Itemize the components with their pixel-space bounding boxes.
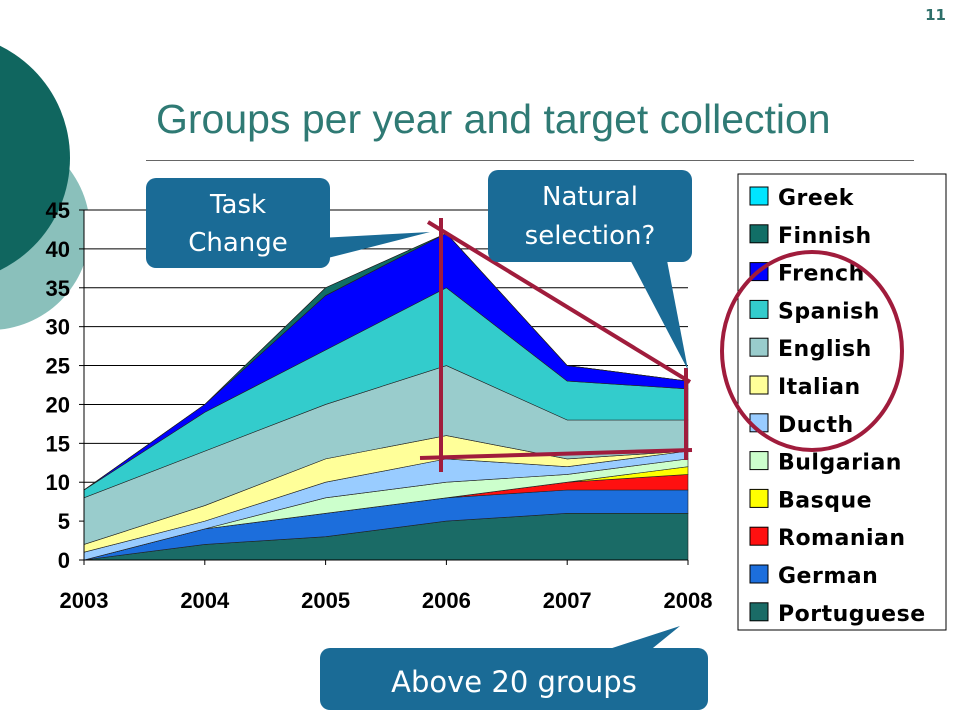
decline-line: [426, 220, 692, 384]
legend-swatch-portuguese: [749, 602, 769, 622]
y-tick-label: 40: [46, 237, 70, 262]
x-tick-label: 2005: [301, 588, 350, 613]
legend-label-spanish: Spanish: [778, 299, 880, 324]
callout-box: [320, 648, 708, 710]
y-tick-label: 10: [46, 470, 70, 495]
y-tick-label: 25: [46, 354, 70, 379]
legend-highlight-circle: [720, 250, 904, 452]
y-tick-label: 30: [46, 315, 70, 340]
legend-label-finnish: Finnish: [778, 224, 872, 249]
y-tick-label: 20: [46, 392, 70, 417]
series-areas: [83, 232, 689, 561]
callout-text-line1: Natural: [542, 182, 638, 212]
legend-swatch-bulgarian: [749, 451, 769, 471]
theme-circle-dark: [0, 45, 70, 271]
y-tick-label: 45: [46, 198, 70, 223]
legend-label-italian: Italian: [778, 375, 861, 400]
callout-pointer: [320, 232, 430, 260]
x-tick-label: 2004: [180, 588, 230, 613]
callout-task-change: Task Change: [146, 178, 430, 268]
y-tick-labels: 0 5 10 15 20 25 30 35 40 45: [46, 198, 84, 573]
callout-box: [488, 170, 692, 262]
callout-text: Above 20 groups: [391, 665, 637, 699]
callout-above-20: Above 20 groups: [320, 626, 708, 710]
x-tick-label: 2008: [664, 588, 713, 613]
y-tick-label: 15: [46, 431, 70, 456]
x-tick-label: 2006: [422, 588, 471, 613]
x-tick-labels: 2003 2004 2005 2006 2007 2008: [60, 560, 713, 613]
page-number: 11: [925, 6, 946, 24]
legend-swatch-greek: [749, 186, 769, 206]
legend: Greek Finnish French Spanish English Italian D…: [737, 173, 947, 631]
legend-swatch-finnish: [749, 224, 769, 244]
callout-text-line1: Task: [209, 190, 266, 220]
y-tick-label: 5: [58, 509, 70, 534]
y-tick-label: 0: [58, 548, 70, 573]
callout-box: [146, 178, 330, 268]
callout-text-line2: Change: [188, 228, 288, 258]
legend-swatch-german: [749, 564, 769, 584]
legend-swatch-spanish: [749, 299, 769, 319]
legend-label-greek: Greek: [778, 186, 855, 211]
legend-label-portuguese: Portuguese: [778, 602, 926, 627]
baseline-line: [419, 448, 693, 460]
legend-label-german: German: [778, 564, 878, 589]
callout-pointer: [625, 250, 688, 370]
legend-swatch-basque: [749, 488, 769, 508]
legend-label-basque: Basque: [778, 488, 872, 513]
legend-swatch-romanian: [749, 526, 769, 546]
legend-box: [737, 173, 947, 631]
legend-swatch-italian: [749, 375, 769, 395]
legend-label-romanian: Romanian: [778, 526, 906, 551]
x-tick-label: 2003: [60, 588, 109, 613]
callout-natural-selection: Natural selection?: [488, 170, 692, 370]
legend-label-english: English: [778, 337, 872, 362]
legend-label-bulgarian: Bulgarian: [778, 451, 902, 476]
legend-swatch-english: [749, 337, 769, 357]
legend-label-ducth: Ducth: [778, 413, 854, 438]
title-divider: [146, 160, 914, 161]
callout-pointer: [600, 626, 680, 652]
callout-text-line2: selection?: [525, 221, 656, 251]
legend-label-french: French: [778, 262, 865, 287]
page-title: Groups per year and target collection: [156, 96, 831, 142]
y-tick-label: 35: [46, 276, 70, 301]
x-tick-label: 2007: [543, 588, 592, 613]
annotation-marks: [419, 218, 904, 472]
